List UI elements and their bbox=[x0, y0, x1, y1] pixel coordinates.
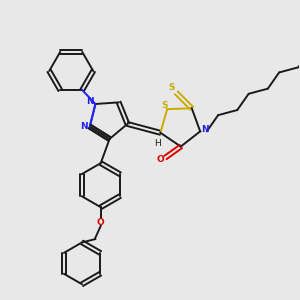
Text: N: N bbox=[80, 122, 88, 131]
Text: N: N bbox=[201, 125, 208, 134]
Text: O: O bbox=[97, 218, 105, 227]
Text: S: S bbox=[162, 101, 168, 110]
Text: H: H bbox=[154, 139, 160, 148]
Text: O: O bbox=[156, 155, 164, 164]
Text: N: N bbox=[86, 97, 94, 106]
Text: S: S bbox=[169, 83, 175, 92]
